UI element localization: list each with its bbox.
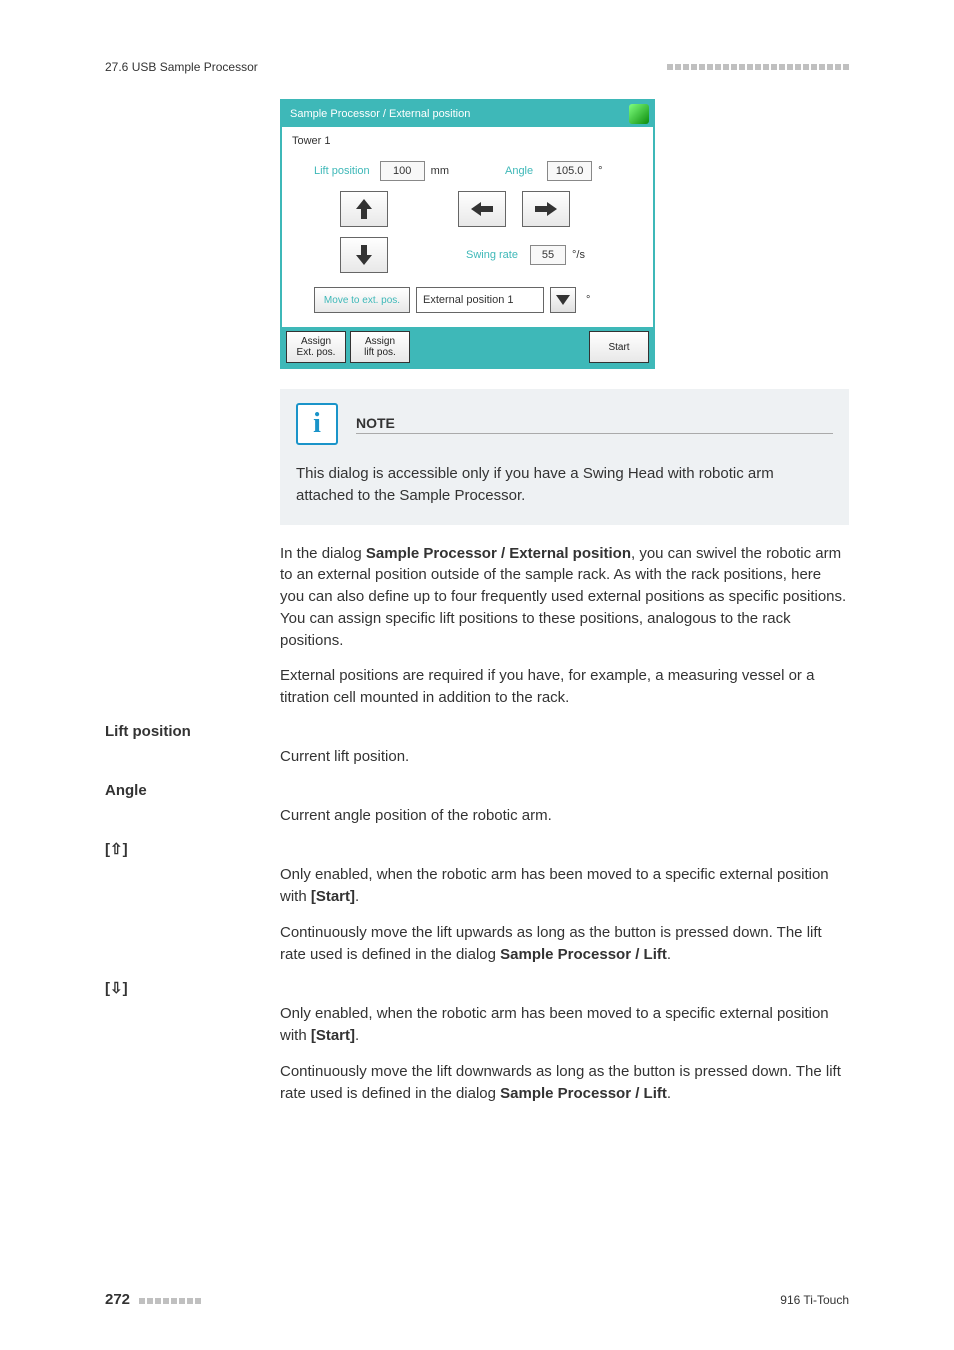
def-down-b1a: Only enabled, when the robotic arm has b… <box>280 1005 829 1044</box>
p1-text-a: In the dialog <box>280 545 366 562</box>
def-up-b2b: Sample Processor / Lift <box>500 946 667 963</box>
lift-down-button[interactable] <box>340 237 388 273</box>
def-up-arrow: [⇧] Only enabled, when the robotic arm h… <box>105 840 849 965</box>
def-up-b1c: . <box>355 888 359 905</box>
assign-ext-line1: Assign <box>301 336 331 347</box>
def-angle-body: Current angle position of the robotic ar… <box>280 805 849 827</box>
angle-unit: ° <box>598 165 602 177</box>
def-up-body-2: Continuously move the lift upwards as lo… <box>280 922 849 966</box>
page-footer: 272 916 Ti-Touch <box>105 1291 849 1308</box>
lift-position-value: 100 <box>380 161 425 181</box>
chevron-down-icon[interactable] <box>550 287 576 313</box>
header-decoration-blocks <box>667 64 849 70</box>
def-down-b2b: Sample Processor / Lift <box>500 1085 667 1102</box>
note-box: i NOTE This dialog is accessible only if… <box>280 389 849 525</box>
def-angle: Angle Current angle position of the robo… <box>105 782 849 827</box>
dialog-body: Tower 1 Lift position 100 mm Angle 105.0… <box>282 127 653 327</box>
lift-position-unit: mm <box>431 165 449 177</box>
assign-lift-pos-button[interactable]: Assign lift pos. <box>350 331 410 363</box>
def-angle-label: Angle <box>105 782 849 799</box>
dialog-titlebar: Sample Processor / External position <box>282 101 653 127</box>
assign-lift-line1: Assign <box>365 336 395 347</box>
def-down-b1b: [Start] <box>311 1027 355 1044</box>
footer-decoration-blocks <box>139 1298 201 1304</box>
swing-rate-value: 55 <box>530 245 566 265</box>
dialog-title: Sample Processor / External position <box>290 108 470 120</box>
page-header: 27.6 USB Sample Processor <box>105 60 849 74</box>
angle-value: 105.0 <box>547 161 592 181</box>
def-lift-position: Lift position Current lift position. <box>105 723 849 768</box>
def-down-label: [⇩] <box>105 979 849 997</box>
ext-degree: ° <box>586 294 590 306</box>
def-down-b1c: . <box>355 1027 359 1044</box>
note-body: This dialog is accessible only if you ha… <box>296 463 833 507</box>
def-down-body-1: Only enabled, when the robotic arm has b… <box>280 1003 849 1047</box>
angle-label: Angle <box>505 165 533 177</box>
angle-left-button[interactable] <box>458 191 506 227</box>
def-lift-position-body: Current lift position. <box>280 746 849 768</box>
dialog-bottombar: Assign Ext. pos. Assign lift pos. Start <box>282 327 653 367</box>
start-button[interactable]: Start <box>589 331 649 363</box>
def-down-b2c: . <box>667 1085 671 1102</box>
swing-rate-label: Swing rate <box>466 249 518 261</box>
def-down-arrow: [⇩] Only enabled, when the robotic arm h… <box>105 979 849 1104</box>
info-icon: i <box>296 403 338 445</box>
assign-ext-line2: Ext. pos. <box>297 347 336 358</box>
external-position-select[interactable]: External position 1 <box>416 287 544 313</box>
def-up-b2c: . <box>667 946 671 963</box>
move-to-ext-pos-button[interactable]: Move to ext. pos. <box>314 287 410 313</box>
p1-text-b: Sample Processor / External position <box>366 545 631 562</box>
assign-ext-pos-button[interactable]: Assign Ext. pos. <box>286 331 346 363</box>
note-title: NOTE <box>356 415 833 434</box>
tower-label: Tower 1 <box>292 133 643 161</box>
assign-lift-line2: lift pos. <box>364 347 396 358</box>
home-icon[interactable] <box>629 104 649 124</box>
page-number: 272 <box>105 1291 130 1308</box>
header-section-label: 27.6 USB Sample Processor <box>105 60 258 74</box>
sample-processor-dialog: Sample Processor / External position Tow… <box>280 99 655 369</box>
lift-up-button[interactable] <box>340 191 388 227</box>
def-up-body-1: Only enabled, when the robotic arm has b… <box>280 864 849 908</box>
def-up-b1b: [Start] <box>311 888 355 905</box>
def-up-b1a: Only enabled, when the robotic arm has b… <box>280 866 829 905</box>
def-up-label: [⇧] <box>105 840 849 858</box>
footer-right: 916 Ti-Touch <box>780 1293 849 1307</box>
lift-position-label: Lift position <box>314 165 370 177</box>
paragraph-1: In the dialog Sample Processor / Externa… <box>280 543 849 652</box>
angle-right-button[interactable] <box>522 191 570 227</box>
def-lift-position-label: Lift position <box>105 723 849 740</box>
footer-left: 272 <box>105 1291 201 1308</box>
def-down-body-2: Continuously move the lift downwards as … <box>280 1061 849 1105</box>
swing-rate-unit: °/s <box>572 249 585 261</box>
paragraph-2: External positions are required if you h… <box>280 665 849 709</box>
